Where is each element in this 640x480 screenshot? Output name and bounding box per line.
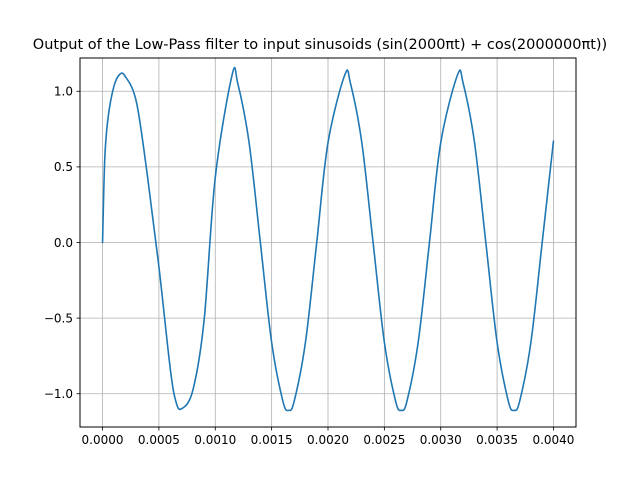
x-tick-label: 0.0005 — [138, 433, 180, 447]
x-tick-label: 0.0010 — [194, 433, 236, 447]
x-tick-label: 0.0020 — [307, 433, 349, 447]
series-line — [101, 66, 555, 412]
chart-title: Output of the Low-Pass filter to input s… — [33, 37, 607, 53]
x-tick-label: 0.0025 — [363, 433, 405, 447]
x-tick-label: 0.0000 — [82, 433, 124, 447]
y-tick-label: 0.0 — [54, 236, 73, 250]
tick-layer: 0.0000 0.0005 0.0010 0.0015 0.0020 0.0025 0.00… — [44, 85, 575, 447]
y-tick-label: 0.5 — [54, 160, 73, 174]
x-tick-label: 0.0035 — [476, 433, 518, 447]
grid-layer — [80, 58, 576, 427]
x-tick-label: 0.0030 — [420, 433, 462, 447]
x-tick-label: 0.0015 — [251, 433, 293, 447]
series-layer — [101, 66, 555, 412]
y-tick-label: −0.5 — [44, 311, 73, 325]
y-tick-label: 1.0 — [54, 85, 73, 99]
y-tick-label: −1.0 — [44, 387, 73, 401]
x-tick-label: 0.0040 — [532, 433, 574, 447]
